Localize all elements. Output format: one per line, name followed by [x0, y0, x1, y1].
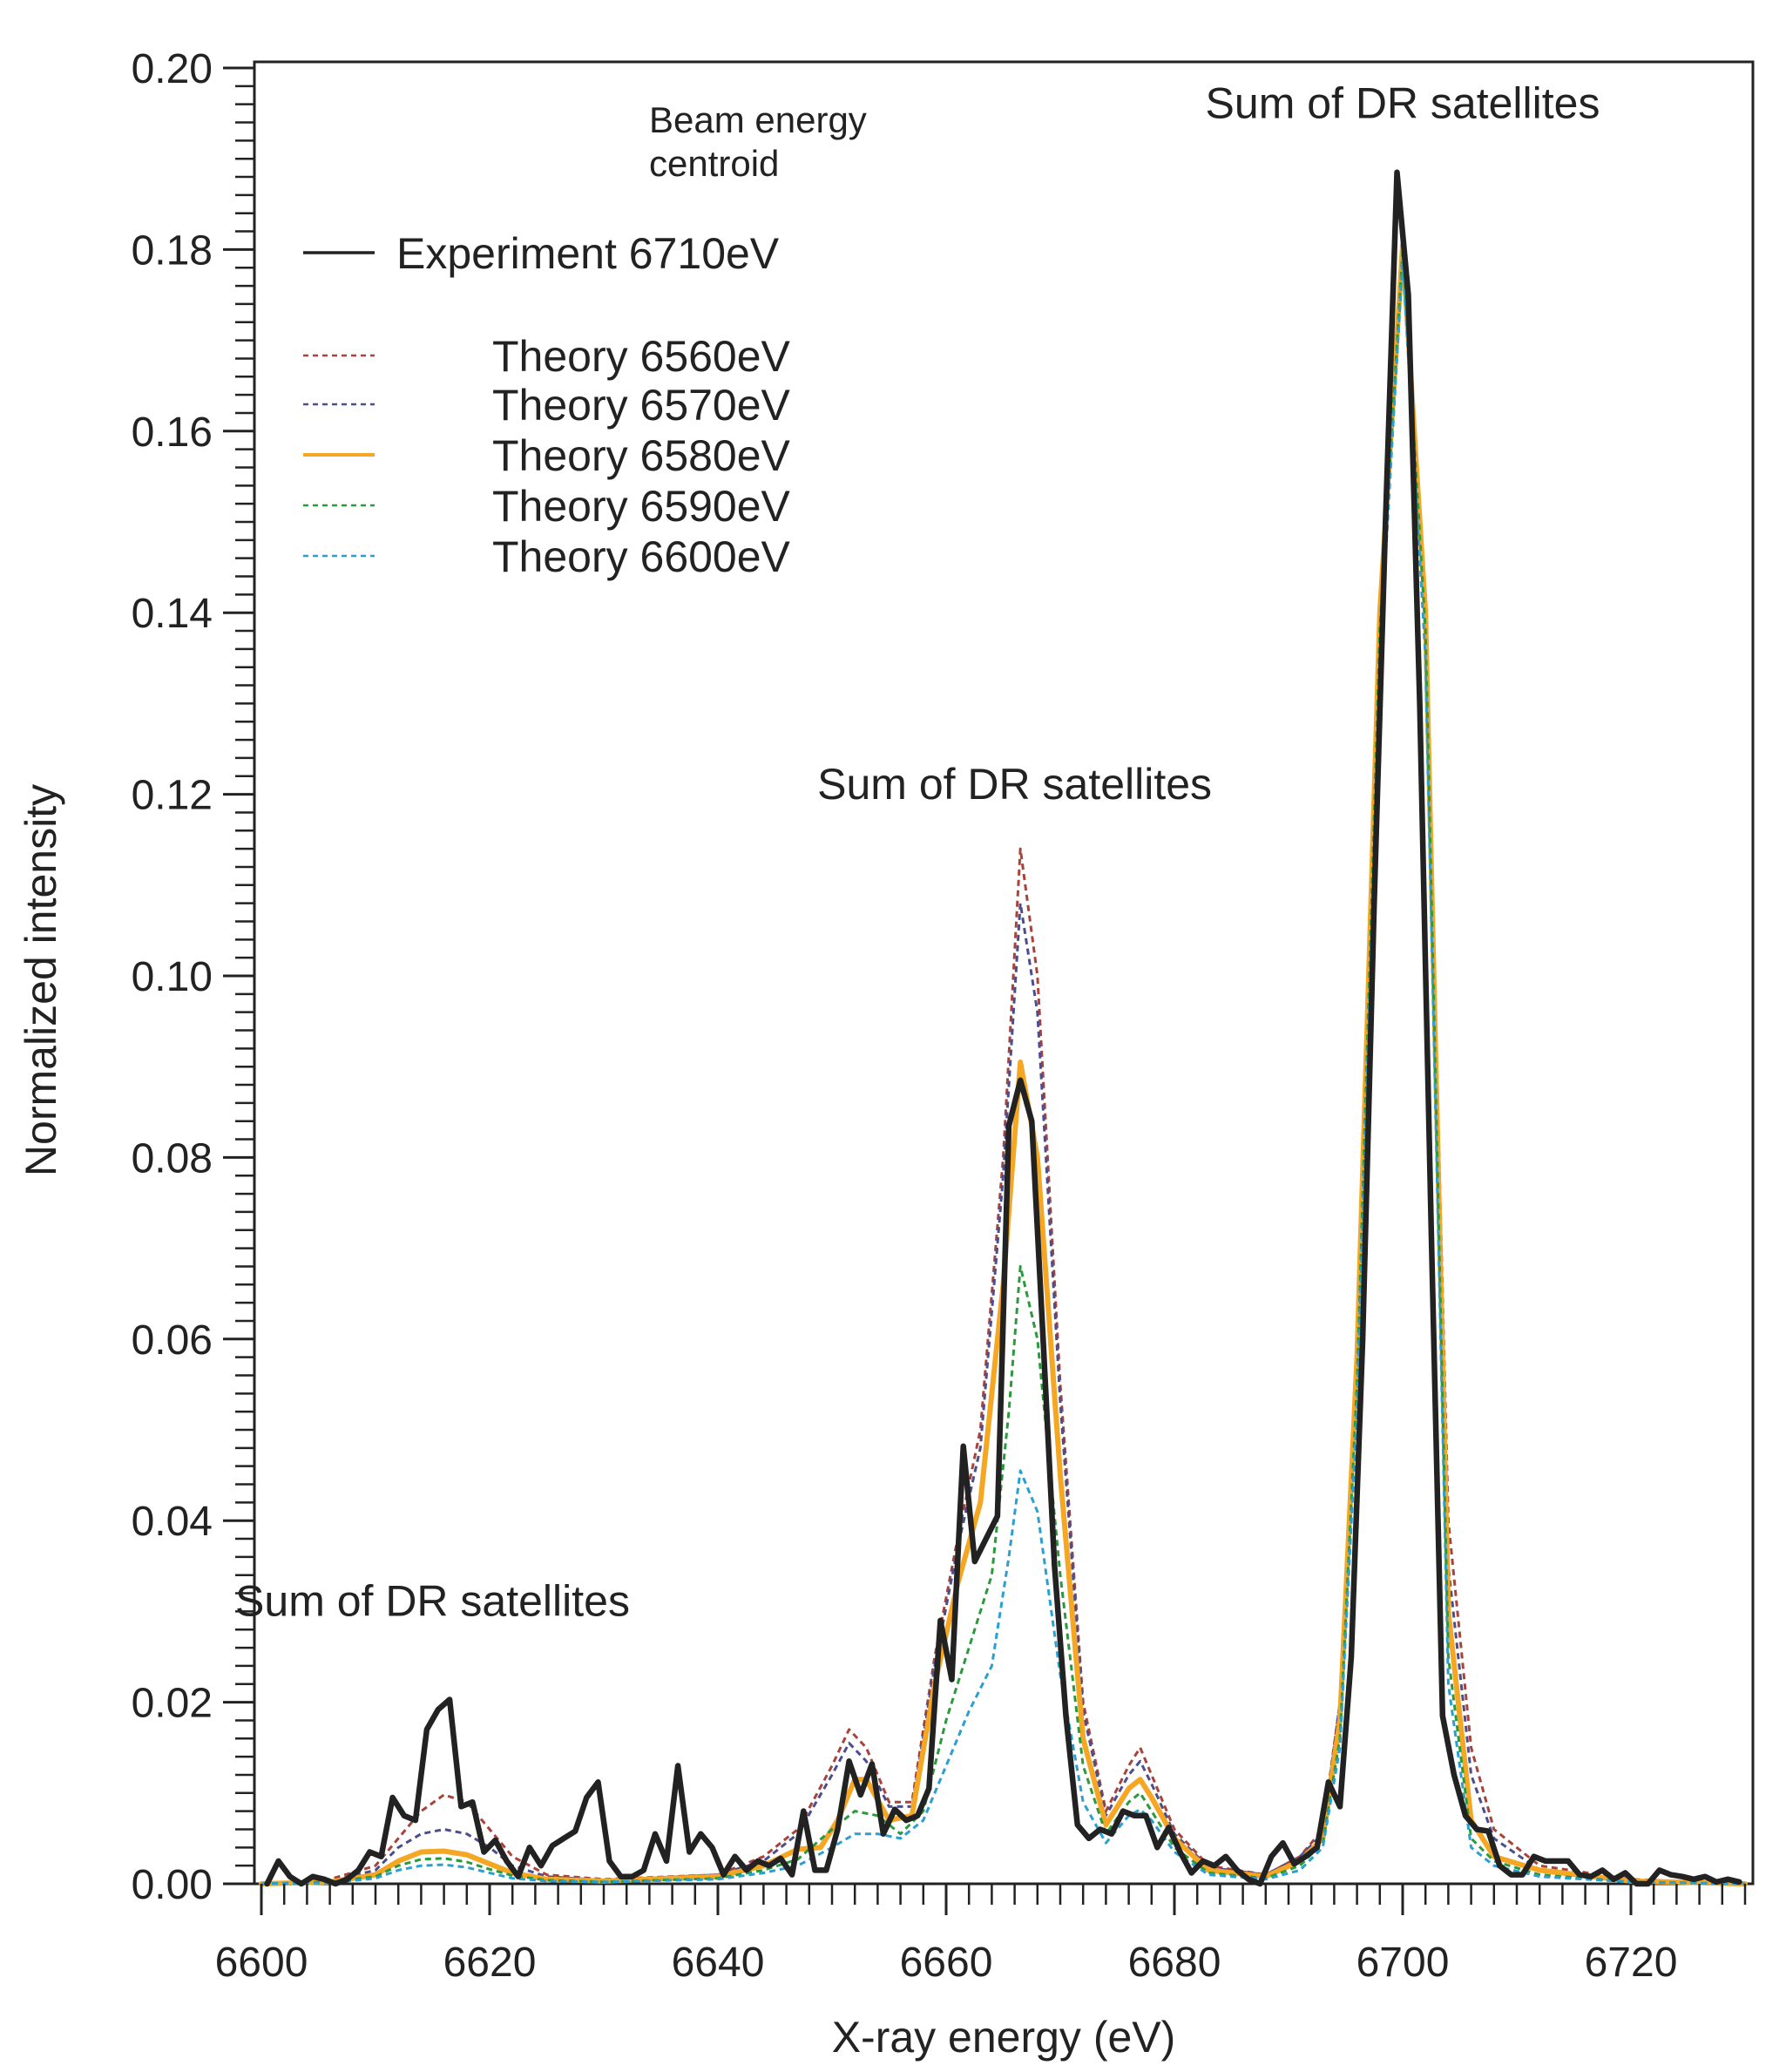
series-layer	[259, 169, 1748, 1887]
y-tick-label: 0.20	[132, 46, 213, 92]
y-tick-label: 0.04	[132, 1499, 213, 1545]
y-tick-label: 0.18	[132, 227, 213, 274]
legend-header-line-1: Beam energy	[649, 99, 867, 140]
legend-header: Beam energy centroid	[649, 99, 876, 184]
annotation-label: Sum of DR satellites	[235, 1577, 630, 1626]
y-tick-label: 0.06	[132, 1317, 213, 1364]
x-tick-label: 6720	[1585, 1940, 1678, 1986]
annotations: Sum of DR satellites Sum of DR satellites…	[235, 78, 1600, 1625]
legend-label: Theory 6590eV	[492, 482, 791, 531]
series-line-experiment-6710ev	[264, 169, 1742, 1887]
x-tick-label: 6700	[1356, 1940, 1450, 1986]
annotation-label: Sum of DR satellites	[1206, 78, 1600, 127]
x-axis-label: X-ray energy (eV)	[832, 2013, 1176, 2062]
plot-frame	[253, 60, 1755, 1886]
series-line-theory-6600ev	[260, 257, 1746, 1886]
y-tick-label: 0.10	[132, 954, 213, 1000]
series-line-theory-6580ev	[259, 242, 1748, 1886]
legend-label: Theory 6580eV	[492, 431, 791, 480]
y-tick-label: 0.02	[132, 1681, 213, 1727]
y-axis-label: Normalized intensity	[17, 784, 65, 1176]
y-tick-label: 0.12	[132, 773, 213, 819]
x-tick-label: 6620	[443, 1940, 537, 1986]
x-tick-label: 6660	[900, 1940, 993, 1986]
series-line-theory-6590ev	[260, 247, 1746, 1886]
y-tick-label: 0.14	[132, 591, 213, 637]
x-tick-label: 6600	[215, 1940, 308, 1986]
series-line-theory-6570ev	[260, 239, 1746, 1886]
y-tick-label: 0.16	[132, 410, 213, 456]
x-tick-label: 6640	[672, 1940, 765, 1986]
x-tick-label: 6680	[1128, 1940, 1221, 1986]
legend-label: Theory 6560eV	[492, 332, 791, 381]
legend-label: Theory 6570eV	[492, 381, 791, 430]
legend-header-line-2: centroid	[649, 143, 779, 184]
legend-label: Experiment 6710eV	[396, 229, 780, 278]
series-line-theory-6560ev	[260, 230, 1746, 1886]
axis-layer: 0.00 0.02 0.04 0.06 0.08 0.10 0.12 0.14 0.16 0.18…	[132, 46, 1747, 1986]
y-tick-label: 0.08	[132, 1135, 213, 1182]
legend-label: Theory 6600eV	[492, 532, 791, 581]
annotation-label: Sum of DR satellites	[817, 760, 1212, 809]
y-tick-label: 0.00	[132, 1862, 213, 1908]
